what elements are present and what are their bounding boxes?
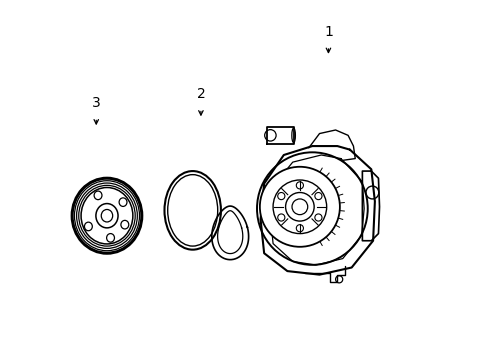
Text: 1: 1 xyxy=(324,25,332,39)
Ellipse shape xyxy=(257,152,367,265)
Text: 3: 3 xyxy=(92,96,101,111)
Ellipse shape xyxy=(81,188,133,244)
Circle shape xyxy=(259,167,339,247)
Text: 2: 2 xyxy=(196,87,205,102)
